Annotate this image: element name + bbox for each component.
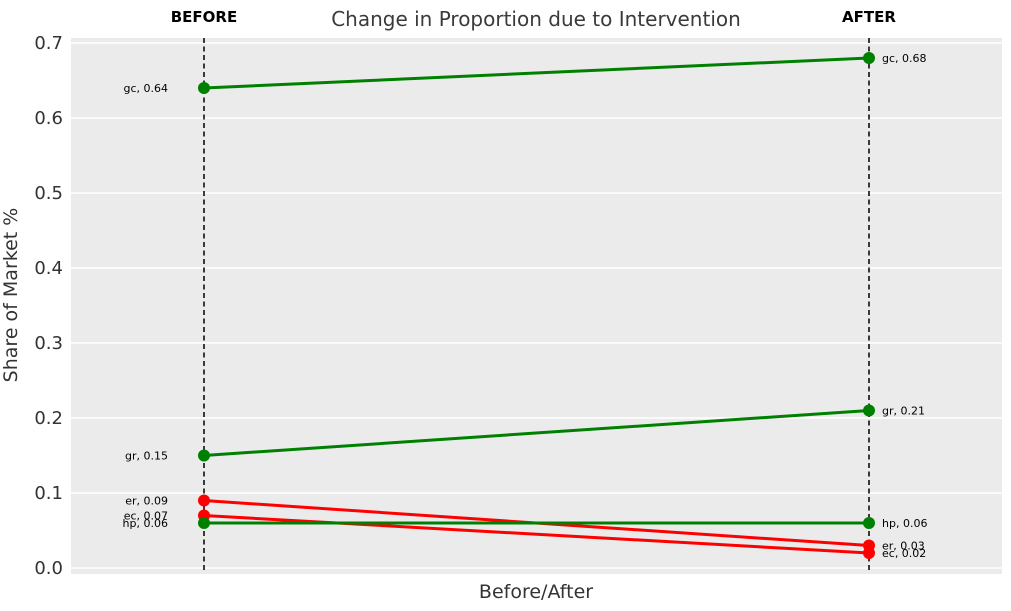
point-label-hp-before: hp, 0.06 xyxy=(123,517,168,530)
x-axis-label: Before/After xyxy=(479,581,593,603)
chart-title: Change in Proportion due to Intervention xyxy=(331,7,741,31)
y-tick-label-0.6: 0.6 xyxy=(34,108,63,129)
before-column-label: BEFORE xyxy=(171,8,237,26)
point-er-before xyxy=(198,494,210,507)
point-gc-after xyxy=(863,52,875,64)
point-hp-after xyxy=(863,517,875,529)
series-line-gc xyxy=(203,56,870,90)
point-gr-before xyxy=(198,449,210,462)
y-tick-label-0.5: 0.5 xyxy=(34,183,63,204)
point-label-ec-after: ec, 0.02 xyxy=(882,547,926,560)
point-gr-after xyxy=(863,404,875,417)
point-label-gr-after: gr, 0.21 xyxy=(882,405,925,418)
y-tick-label-0.3: 0.3 xyxy=(34,333,63,354)
point-hp-before xyxy=(198,517,210,529)
point-ec-after xyxy=(863,547,875,559)
y-axis-label: Share of Market % xyxy=(0,208,22,383)
y-tick-label-0.7: 0.7 xyxy=(34,33,63,54)
y-tick-label-0.4: 0.4 xyxy=(34,258,63,279)
point-label-ec-before: ec, 0.07 xyxy=(124,510,168,523)
series-line-gr xyxy=(203,409,870,457)
after-column-label: AFTER xyxy=(842,8,896,26)
gridlines xyxy=(71,42,1002,569)
point-label-gr-before: gr, 0.15 xyxy=(125,450,168,463)
point-label-hp-after: hp, 0.06 xyxy=(882,517,927,530)
point-label-gc-before: gc, 0.64 xyxy=(123,82,168,95)
before-after-vlines xyxy=(203,38,870,572)
y-tick-labels: 0.0 0.1 0.2 0.3 0.4 0.5 0.6 0.7 xyxy=(34,33,63,579)
y-tick-label-0.2: 0.2 xyxy=(34,408,63,429)
y-tick-label-0.0: 0.0 xyxy=(34,558,63,579)
plot-area xyxy=(71,38,1002,574)
series-layer: gc, 0.64 gc, 0.68 gr, 0.15 gr, 0.21 er, 0.09… xyxy=(123,52,927,560)
y-tick-label-0.1: 0.1 xyxy=(34,483,63,504)
point-label-gc-after: gc, 0.68 xyxy=(882,52,927,65)
point-label-er-after: er, 0.03 xyxy=(882,540,925,553)
point-gc-before xyxy=(198,82,210,94)
point-label-er-before: er, 0.09 xyxy=(125,495,168,508)
